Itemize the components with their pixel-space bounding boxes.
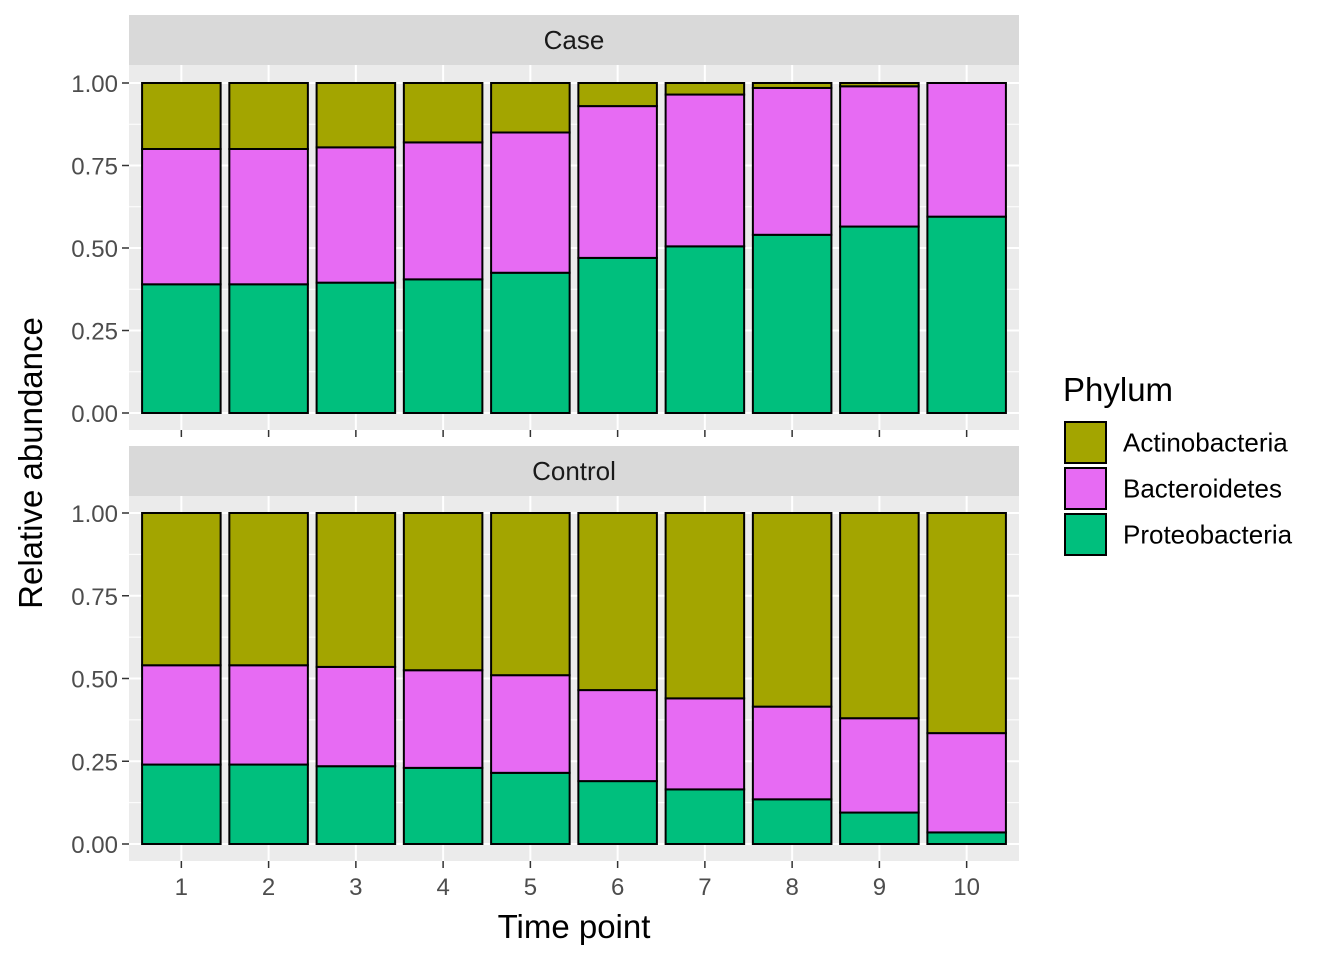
bar-proteobacteria-3 [315, 281, 397, 414]
bar-bacteroidetes-4 [402, 669, 484, 769]
y-tick-label: 0.25 [71, 749, 118, 776]
legend-key-proteobacteria [1064, 513, 1107, 556]
bar-actinobacteria-10 [926, 512, 1007, 735]
bar-actinobacteria-5 [490, 82, 571, 134]
x-axis-title: Time point [498, 908, 651, 945]
bar-actinobacteria-7 [664, 512, 746, 700]
bar-proteobacteria-7 [664, 245, 746, 414]
bar-proteobacteria-2 [228, 763, 309, 845]
y-tick-label: 1.00 [71, 501, 118, 528]
bar-actinobacteria-8 [751, 82, 833, 89]
bar-proteobacteria-10 [926, 215, 1007, 414]
bar-actinobacteria-6 [577, 82, 658, 108]
bar-bacteroidetes-9 [839, 85, 920, 228]
bar-actinobacteria-5 [490, 512, 571, 677]
bar-actinobacteria-7 [664, 82, 746, 96]
bar-bacteroidetes-8 [751, 86, 833, 236]
bar-bacteroidetes-10 [926, 82, 1007, 218]
bar-actinobacteria-6 [577, 512, 658, 692]
legend-title: Phylum [1063, 371, 1173, 408]
x-axis: 1 2 3 4 5 6 7 8 9 10 [175, 861, 980, 901]
bar-proteobacteria-1 [141, 763, 222, 845]
bar-proteobacteria-2 [228, 283, 309, 414]
bar-actinobacteria-2 [228, 82, 309, 150]
legend-key-actinobacteria [1064, 421, 1107, 464]
bar-bacteroidetes-4 [402, 141, 484, 281]
legend-label-proteobacteria: Proteobacteria [1123, 520, 1293, 550]
bar-bacteroidetes-6 [577, 105, 658, 259]
bar-bacteroidetes-10 [926, 732, 1007, 834]
bar-bacteroidetes-3 [315, 665, 397, 768]
x-tick-label: 7 [698, 874, 711, 901]
facet-strip-label: Case [544, 25, 605, 55]
bar-bacteroidetes-2 [228, 664, 309, 766]
x-tick-label: 6 [611, 874, 624, 901]
bar-bacteroidetes-5 [490, 131, 571, 274]
y-tick-label: 0.75 [71, 584, 118, 611]
bar-actinobacteria-2 [228, 512, 309, 667]
x-tick-label: 8 [785, 874, 798, 901]
bar-bacteroidetes-1 [141, 664, 222, 766]
bar-bacteroidetes-2 [228, 148, 309, 286]
y-axis-title: Relative abundance [12, 317, 49, 609]
y-tick-label: 0.50 [71, 667, 118, 694]
bar-actinobacteria-9 [839, 82, 920, 88]
facet-panels: Case 0.00 0.25 0.50 0.75 1.00 Control 0.00 0.25 0… [71, 15, 1019, 861]
bar-bacteroidetes-7 [664, 697, 746, 791]
bar-proteobacteria-9 [839, 811, 920, 845]
bar-proteobacteria-9 [839, 225, 920, 414]
bar-actinobacteria-1 [141, 82, 222, 150]
bar-proteobacteria-6 [577, 780, 658, 845]
bar-actinobacteria-3 [315, 82, 397, 149]
x-tick-label: 2 [262, 874, 275, 901]
legend-label-bacteroidetes: Bacteroidetes [1123, 474, 1282, 504]
bar-proteobacteria-7 [664, 788, 746, 846]
bar-proteobacteria-3 [315, 765, 397, 846]
bar-bacteroidetes-9 [839, 717, 920, 814]
bar-proteobacteria-6 [577, 256, 658, 414]
facet-strip-label: Control [532, 456, 616, 486]
y-tick-label: 0.75 [71, 154, 118, 181]
bar-actinobacteria-3 [315, 512, 397, 668]
legend-key-bacteroidetes [1064, 467, 1107, 510]
bar-actinobacteria-4 [402, 512, 484, 672]
bar-proteobacteria-8 [751, 233, 833, 414]
y-tick-label: 1.00 [71, 71, 118, 98]
facet-strip [129, 446, 1019, 496]
bar-proteobacteria-4 [402, 766, 484, 845]
bar-proteobacteria-8 [751, 798, 833, 846]
legend: Phylum Actinobacteria Bacteroidetes Proteo… [1063, 371, 1293, 556]
bar-proteobacteria-1 [141, 283, 222, 414]
x-tick-label: 3 [349, 874, 362, 901]
bar-actinobacteria-4 [402, 82, 484, 144]
bar-actinobacteria-8 [751, 512, 833, 708]
bar-bacteroidetes-6 [577, 689, 658, 783]
panel-case: Case 0.00 0.25 0.50 0.75 1.00 [71, 15, 1019, 437]
y-tick-label: 0.00 [71, 832, 118, 859]
bar-proteobacteria-4 [402, 278, 484, 414]
x-tick-label: 10 [953, 874, 980, 901]
bar-proteobacteria-5 [490, 771, 571, 846]
bar-bacteroidetes-7 [664, 93, 746, 248]
legend-label-actinobacteria: Actinobacteria [1123, 428, 1288, 458]
x-tick-label: 9 [873, 874, 886, 901]
bar-bacteroidetes-5 [490, 674, 571, 774]
x-tick-label: 4 [436, 874, 449, 901]
facet-strip [129, 15, 1019, 65]
bar-proteobacteria-5 [490, 271, 571, 414]
bar-bacteroidetes-1 [141, 148, 222, 286]
y-tick-label: 0.25 [71, 319, 118, 346]
x-tick-label: 1 [175, 874, 188, 901]
bar-proteobacteria-10 [926, 831, 1007, 845]
x-tick-label: 5 [524, 874, 537, 901]
bar-bacteroidetes-8 [751, 705, 833, 801]
bar-actinobacteria-1 [141, 512, 222, 667]
y-tick-label: 0.50 [71, 236, 118, 263]
bar-bacteroidetes-3 [315, 146, 397, 284]
bar-actinobacteria-9 [839, 512, 920, 720]
y-tick-label: 0.00 [71, 401, 118, 428]
panel-control: Control 0.00 0.25 0.50 0.75 1.00 [71, 446, 1019, 861]
